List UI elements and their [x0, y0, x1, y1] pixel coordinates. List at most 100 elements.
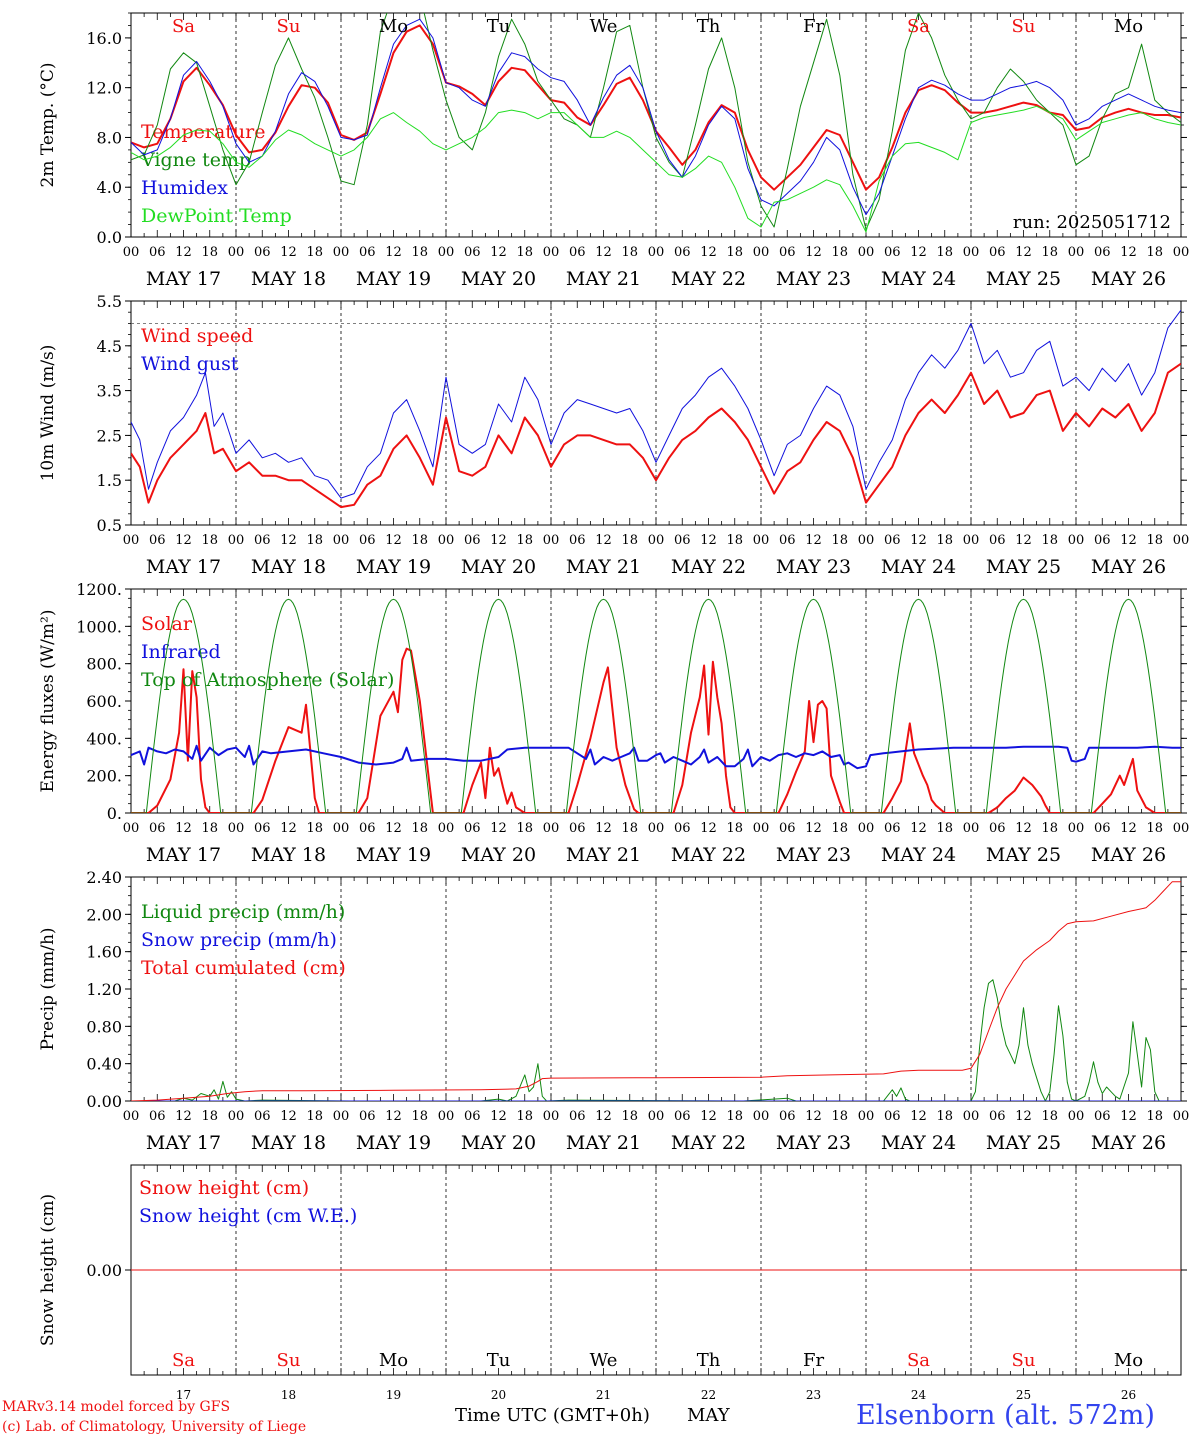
- x-hour-label: 00: [228, 1109, 245, 1124]
- x-hour-label: 06: [779, 821, 796, 836]
- x-hour-label: 12: [700, 1109, 717, 1124]
- x-hour-label: 00: [1068, 533, 1085, 548]
- weekday-label: Su: [277, 16, 301, 37]
- y-tick-label: 0.5: [97, 516, 122, 535]
- x-date-label: MAY 17: [146, 844, 221, 866]
- model-credit: MARv3.14 model forced by GFS: [2, 1399, 231, 1415]
- x-hour-label: 18: [1146, 245, 1163, 260]
- legend-entry: Temperature: [141, 121, 265, 143]
- x-hour-label: 18: [726, 245, 743, 260]
- x-hour-label: 12: [910, 821, 927, 836]
- x-hour-label: 18: [516, 533, 533, 548]
- legend-entry: Humidex: [141, 177, 228, 199]
- x-hour-label: 12: [385, 821, 402, 836]
- x-date-label: MAY 19: [356, 268, 431, 290]
- legend-entry: Wind speed: [141, 325, 253, 347]
- y-tick-label: 400.: [86, 729, 122, 748]
- x-hour-label: 00: [543, 533, 560, 548]
- x-hour-label: 06: [569, 533, 586, 548]
- x-date-label: MAY 26: [1091, 1132, 1166, 1154]
- x-hour-label: 00: [1173, 533, 1190, 548]
- x-hour-label: 06: [464, 1109, 481, 1124]
- legend-entry: Snow height (cm): [139, 1177, 309, 1199]
- x-date-label: MAY 19: [356, 556, 431, 578]
- y-tick-label: 1.60: [86, 943, 122, 962]
- y-tick-label: 4.5: [97, 337, 122, 356]
- x-date-label: MAY 23: [776, 844, 851, 866]
- x-hour-label: 06: [884, 1109, 901, 1124]
- day-number-label: 20: [491, 1388, 506, 1402]
- x-hour-label: 00: [123, 533, 140, 548]
- x-hour-label: 18: [306, 1109, 323, 1124]
- series-line-vigne-temp: [131, 13, 1181, 230]
- legend-entry: Snow height (cm W.E.): [139, 1205, 357, 1227]
- x-hour-label: 12: [175, 1109, 192, 1124]
- legend-entry: Top of Atmosphere (Solar): [141, 669, 394, 691]
- x-hour-label: 06: [254, 245, 271, 260]
- x-hour-label: 12: [595, 821, 612, 836]
- x-hour-label: 12: [280, 1109, 297, 1124]
- x-hour-label: 00: [333, 245, 350, 260]
- x-hour-label: 00: [858, 1109, 875, 1124]
- x-hour-label: 06: [674, 533, 691, 548]
- x-hour-label: 18: [201, 533, 218, 548]
- day-number-label: 21: [596, 1388, 611, 1402]
- x-date-label: MAY 17: [146, 268, 221, 290]
- x-hour-label: 12: [1015, 1109, 1032, 1124]
- y-tick-label: 0.: [107, 804, 122, 823]
- run-label: run: 2025051712: [1013, 212, 1171, 233]
- x-hour-label: 06: [779, 245, 796, 260]
- x-hour-label: 12: [175, 245, 192, 260]
- x-hour-label: 06: [1094, 1109, 1111, 1124]
- legend-entry: Infrared: [141, 641, 221, 663]
- x-date-label: MAY 23: [776, 556, 851, 578]
- x-hour-label: 18: [306, 245, 323, 260]
- x-hour-label: 06: [464, 821, 481, 836]
- x-hour-label: 18: [411, 1109, 428, 1124]
- x-hour-label: 00: [963, 245, 980, 260]
- x-hour-label: 00: [963, 1109, 980, 1124]
- x-hour-label: 06: [779, 533, 796, 548]
- x-hour-label: 00: [963, 533, 980, 548]
- x-hour-label: 18: [516, 245, 533, 260]
- lab-credit: (c) Lab. of Climatology, University of L…: [2, 1419, 307, 1435]
- x-hour-label: 00: [963, 821, 980, 836]
- weekday-label: Th: [697, 1350, 721, 1371]
- x-hour-label: 06: [149, 1109, 166, 1124]
- x-hour-label: 06: [149, 533, 166, 548]
- x-hour-label: 00: [438, 1109, 455, 1124]
- x-hour-label: 06: [359, 821, 376, 836]
- x-hour-label: 18: [411, 821, 428, 836]
- x-hour-label: 12: [280, 245, 297, 260]
- x-hour-label: 06: [569, 1109, 586, 1124]
- x-date-label: MAY 19: [356, 1132, 431, 1154]
- x-date-label: MAY 26: [1091, 268, 1166, 290]
- y-tick-label: 0.40: [86, 1055, 122, 1074]
- y-tick-label: 1000.: [76, 617, 122, 636]
- x-hour-label: 18: [936, 1109, 953, 1124]
- x-hour-label: 18: [726, 821, 743, 836]
- x-hour-label: 00: [753, 533, 770, 548]
- x-hour-label: 12: [280, 821, 297, 836]
- x-hour-label: 12: [805, 1109, 822, 1124]
- x-hour-label: 06: [989, 1109, 1006, 1124]
- series-line-solar: [131, 647, 1181, 813]
- x-hour-label: 12: [910, 245, 927, 260]
- x-hour-label: 06: [1094, 821, 1111, 836]
- x-date-label: MAY 18: [251, 844, 326, 866]
- y-tick-label: 0.00: [86, 1092, 122, 1111]
- x-date-label: MAY 18: [251, 1132, 326, 1154]
- weekday-label: Mo: [379, 16, 408, 37]
- day-number-label: 25: [1016, 1388, 1031, 1402]
- panel-5: 0.00 Snow height (cm) Snow height (cm) Snow…: [38, 1164, 1187, 1402]
- day-number-label: 24: [911, 1388, 927, 1402]
- x-hour-label: 18: [1041, 533, 1058, 548]
- x-hour-label: 00: [333, 821, 350, 836]
- y-tick-label: 2.40: [86, 868, 122, 887]
- x-date-label: MAY 22: [671, 556, 746, 578]
- y-tick-label: 12.0: [86, 79, 122, 98]
- legend-entry: Liquid precip (mm/h): [141, 901, 345, 923]
- x-date-label: MAY 18: [251, 268, 326, 290]
- x-hour-label: 06: [359, 245, 376, 260]
- x-hour-label: 00: [543, 1109, 560, 1124]
